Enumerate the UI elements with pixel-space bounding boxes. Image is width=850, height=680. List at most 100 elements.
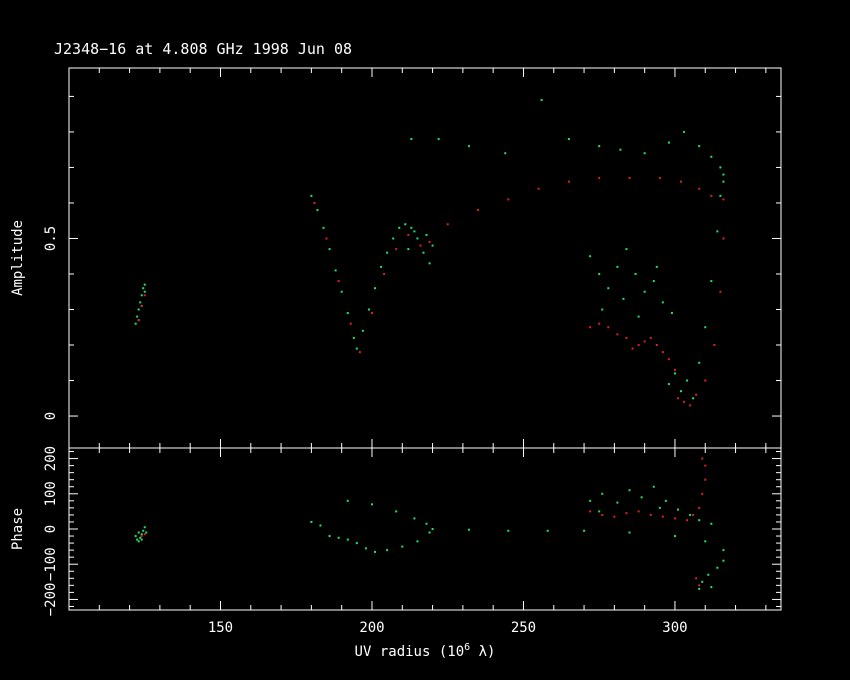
data-point-red (710, 194, 713, 197)
data-point-green (710, 155, 713, 158)
data-point-green (142, 287, 145, 290)
data-point-green (722, 180, 725, 183)
data-point-green (719, 166, 722, 169)
data-point-green (374, 550, 377, 553)
data-point-green (328, 535, 331, 538)
data-point-green (716, 230, 719, 233)
data-point-green (467, 145, 470, 148)
data-point-green (546, 529, 549, 532)
y-tick-label: 0.5 (43, 226, 59, 251)
data-point-red (676, 397, 679, 400)
data-point-red (537, 187, 540, 190)
data-point-green (683, 130, 686, 133)
data-point-red (567, 180, 570, 183)
data-point-green (137, 531, 140, 534)
data-point-red (616, 333, 619, 336)
data-point-red (598, 322, 601, 325)
data-point-red (701, 457, 704, 460)
data-point-green (431, 244, 434, 247)
data-point-green (413, 230, 416, 233)
data-point-red (722, 198, 725, 201)
data-point-red (383, 272, 386, 275)
data-point-red (698, 584, 701, 587)
data-point-green (670, 312, 673, 315)
y-tick-label: −200 (43, 583, 59, 617)
data-point-green (637, 315, 640, 318)
data-point-green (658, 506, 661, 509)
data-point-green (710, 522, 713, 525)
data-point-red (325, 237, 328, 240)
data-point-red (713, 344, 716, 347)
data-point-red (143, 533, 146, 536)
data-point-red (140, 304, 143, 307)
data-point-red (337, 280, 340, 283)
data-point-red (140, 535, 143, 538)
y-tick-label: 0 (43, 412, 59, 420)
data-point-red (698, 506, 701, 509)
data-point-green (310, 520, 313, 523)
data-point-red (631, 347, 634, 350)
data-point-red (667, 358, 670, 361)
data-point-red (692, 513, 695, 516)
data-point-green (392, 237, 395, 240)
data-point-green (504, 152, 507, 155)
data-point-green (667, 141, 670, 144)
plot-title: J2348−16 at 4.808 GHz 1998 Jun 08 (54, 40, 353, 58)
data-point-green (710, 586, 713, 589)
data-point-red (637, 344, 640, 347)
data-point-green (352, 336, 355, 339)
data-point-green (428, 262, 431, 265)
data-point-green (355, 347, 358, 350)
data-point-red (407, 233, 410, 236)
data-point-green (655, 265, 658, 268)
data-point-red (428, 241, 431, 244)
data-point-red (649, 336, 652, 339)
data-point-green (628, 531, 631, 534)
data-point-red (719, 290, 722, 293)
data-point-green (437, 138, 440, 141)
x-tick-label: 200 (359, 620, 384, 636)
data-point-green (601, 308, 604, 311)
data-point-green (507, 529, 510, 532)
y-axis-label: Phase (10, 508, 26, 550)
data-point-green (142, 529, 145, 532)
data-point-red (722, 237, 725, 240)
data-point-green (310, 194, 313, 197)
data-point-green (346, 538, 349, 541)
data-point-green (673, 372, 676, 375)
data-point-green (622, 297, 625, 300)
data-point-red (661, 515, 664, 518)
data-point-green (628, 489, 631, 492)
data-point-red (613, 515, 616, 518)
x-tick-label: 150 (208, 620, 233, 636)
data-point-green (598, 510, 601, 513)
data-point-green (652, 485, 655, 488)
data-point-red (419, 244, 422, 247)
data-point-green (689, 513, 692, 516)
data-point-red (607, 326, 610, 329)
data-point-red (658, 177, 661, 180)
data-point-green (355, 542, 358, 545)
data-point-green (698, 519, 701, 522)
data-point-green (425, 522, 428, 525)
data-point-red (601, 513, 604, 516)
data-point-green (667, 383, 670, 386)
data-point-green (431, 528, 434, 530)
data-point-green (422, 251, 425, 254)
data-point-green (416, 540, 419, 543)
data-point-green (652, 280, 655, 283)
data-point-green (567, 138, 570, 141)
data-point-green (722, 549, 725, 552)
data-point-green (640, 496, 643, 499)
data-point-green (361, 329, 364, 332)
data-point-green (598, 272, 601, 275)
y-tick-label: 200 (43, 446, 59, 471)
data-point-green (395, 510, 398, 513)
data-point-green (716, 566, 719, 569)
data-point-red (698, 187, 701, 190)
y-axis-label: Amplitude (10, 220, 26, 296)
data-point-green (428, 531, 431, 534)
data-point-green (334, 269, 337, 272)
data-point-green (340, 290, 343, 293)
